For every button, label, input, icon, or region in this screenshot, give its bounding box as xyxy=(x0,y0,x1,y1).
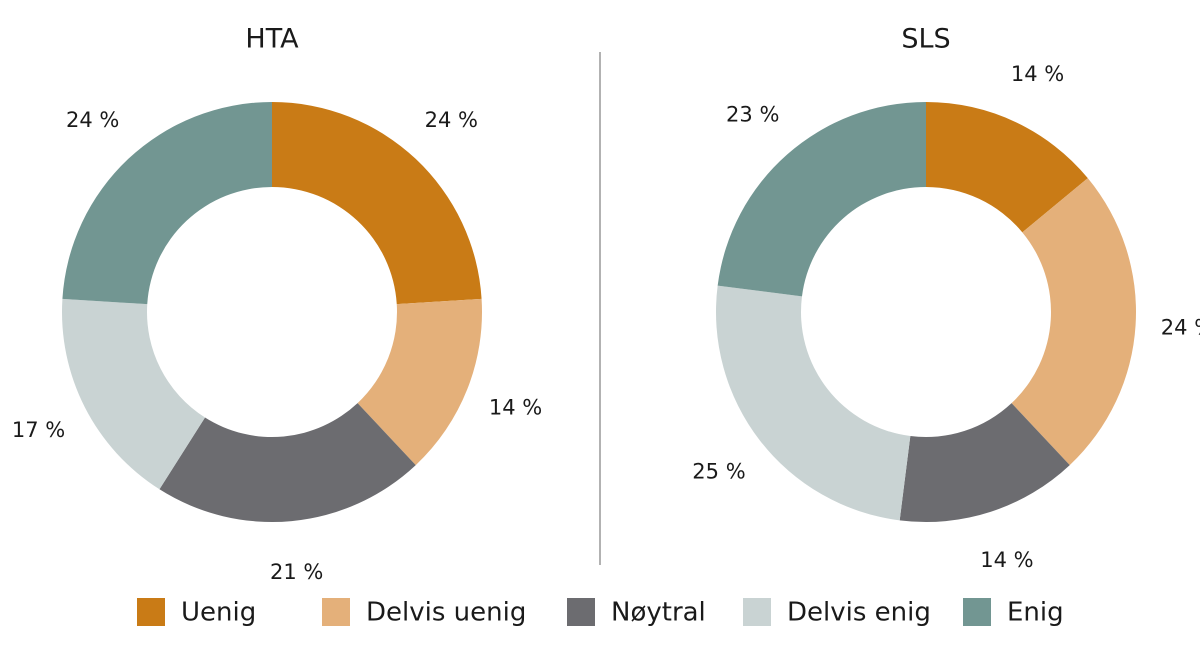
donut-slice xyxy=(717,102,926,297)
data-label: 24 % xyxy=(66,108,119,132)
data-label: 14 % xyxy=(1011,62,1064,86)
data-label: 24 % xyxy=(425,108,478,132)
legend-label: Delvis uenig xyxy=(366,598,526,628)
donut-slice xyxy=(716,285,911,521)
data-label: 21 % xyxy=(270,560,323,584)
data-label: 17 % xyxy=(12,418,65,442)
legend-swatch xyxy=(137,598,165,626)
chart-title: HTA xyxy=(245,24,299,55)
legend-swatch xyxy=(322,598,350,626)
data-label: 24 % xyxy=(1161,315,1200,339)
data-label: 23 % xyxy=(726,102,779,126)
chart-title: SLS xyxy=(901,24,950,55)
legend-swatch xyxy=(567,598,595,626)
data-label: 14 % xyxy=(980,548,1033,572)
legend-label: Nøytral xyxy=(611,598,706,628)
data-label: 25 % xyxy=(692,460,745,484)
legend-label: Delvis enig xyxy=(787,598,931,628)
legend-swatch xyxy=(743,598,771,626)
donut-slice xyxy=(1011,178,1136,466)
donut-slice xyxy=(159,403,416,522)
donut-slice xyxy=(899,403,1070,523)
donut-slice xyxy=(62,102,273,305)
donut-slice xyxy=(61,298,206,490)
donut-slice xyxy=(357,298,482,466)
data-label: 14 % xyxy=(489,395,542,419)
donut-slice xyxy=(926,102,1088,233)
legend-label: Uenig xyxy=(181,598,256,628)
legend-swatch xyxy=(963,598,991,626)
legend-label: Enig xyxy=(1007,598,1064,628)
donut-slice xyxy=(272,102,482,305)
